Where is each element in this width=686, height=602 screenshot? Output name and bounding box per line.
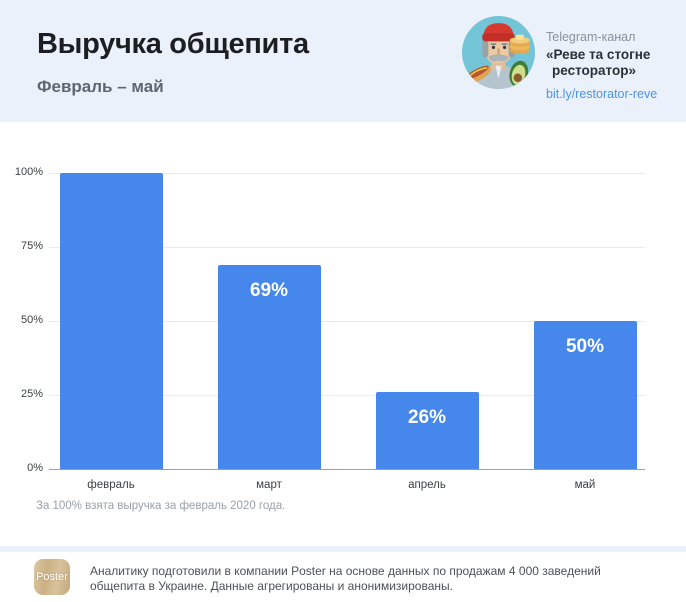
bar-апрель: 26% <box>375 392 479 469</box>
poster-logo: Poster <box>34 559 70 595</box>
avatar <box>462 16 535 89</box>
x-tick-label: март <box>256 479 282 491</box>
x-tick-label: февраль <box>87 479 135 491</box>
y-tick-label: 50% <box>20 314 43 326</box>
poster-logo-label: Poster <box>36 571 68 583</box>
bar-value-label: 69% <box>249 279 289 301</box>
x-tick-label: апрель <box>408 479 446 491</box>
bar-март: 69% <box>217 264 321 469</box>
y-tick-label: 75% <box>20 240 43 252</box>
bar-value-label: 26% <box>407 407 447 429</box>
channel-name-line1: «Реве та стогне <box>546 47 651 62</box>
bar-value-label: 50% <box>565 336 605 357</box>
y-tick-label: 100% <box>14 166 43 178</box>
bar-май: 50% <box>533 321 637 469</box>
page-subtitle: Февраль – май <box>37 77 164 96</box>
chart-footnote: За 100% взята выручка за февраль 2020 го… <box>36 500 286 512</box>
channel-link[interactable]: bit.ly/restorator-reve <box>546 87 658 101</box>
channel-type-label: Telegram-канал <box>546 30 636 44</box>
x-axis-line <box>49 469 645 470</box>
y-tick-label: 0% <box>27 462 43 474</box>
y-tick-label: 25% <box>20 388 43 400</box>
gridline <box>49 247 645 248</box>
x-tick-label: май <box>574 479 596 491</box>
restorator-avatar-icon <box>462 16 535 89</box>
footer-attribution: Аналитику подготовили в компании Poster … <box>90 564 601 594</box>
footer: Poster Аналитику подготовили в компании … <box>0 552 686 602</box>
footer-line2: общепита в Украине. Данные агрегированы … <box>90 579 453 593</box>
channel-name-line2: ресторатор» <box>552 63 636 78</box>
page-title: Выручка общепита <box>37 28 309 60</box>
channel-card: Telegram-канал «Реве та стогне ресторато… <box>546 30 681 101</box>
header: Выручка общепита Февраль – май <box>0 0 686 122</box>
gridline <box>49 321 645 322</box>
footer-line1: Аналитику подготовили в компании Poster … <box>90 564 601 578</box>
pancakes-icon <box>509 34 530 54</box>
gridline <box>49 173 645 174</box>
bar-февраль <box>59 173 163 469</box>
bar-chart: За 100% взята выручка за февраль 2020 го… <box>0 122 686 546</box>
gridline <box>49 395 645 396</box>
